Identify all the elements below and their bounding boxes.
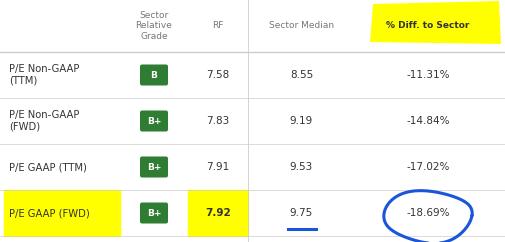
- Text: B+: B+: [147, 116, 161, 126]
- Text: 7.83: 7.83: [207, 116, 230, 126]
- Text: P/E Non-GAAP
(FWD): P/E Non-GAAP (FWD): [9, 110, 79, 132]
- Text: P/E GAAP (TTM): P/E GAAP (TTM): [9, 162, 87, 172]
- Text: P/E GAAP (FWD): P/E GAAP (FWD): [9, 208, 90, 218]
- FancyBboxPatch shape: [140, 203, 168, 224]
- Text: -18.69%: -18.69%: [406, 208, 450, 218]
- Text: 9.19: 9.19: [290, 116, 313, 126]
- Text: Sector Median: Sector Median: [269, 22, 334, 30]
- Text: B: B: [150, 70, 158, 80]
- Polygon shape: [370, 1, 501, 44]
- Text: -14.84%: -14.84%: [406, 116, 450, 126]
- FancyBboxPatch shape: [140, 111, 168, 131]
- Text: 9.75: 9.75: [290, 208, 313, 218]
- Text: B+: B+: [147, 162, 161, 172]
- Text: Sector
Relative
Grade: Sector Relative Grade: [135, 11, 172, 41]
- Text: 7.92: 7.92: [205, 208, 231, 218]
- FancyBboxPatch shape: [140, 157, 168, 177]
- FancyBboxPatch shape: [140, 65, 168, 85]
- Text: RF: RF: [212, 22, 224, 30]
- Bar: [188, 190, 248, 236]
- Text: 8.55: 8.55: [290, 70, 313, 80]
- Text: -11.31%: -11.31%: [406, 70, 450, 80]
- Text: 7.58: 7.58: [207, 70, 230, 80]
- Text: 7.91: 7.91: [207, 162, 230, 172]
- Text: P/E Non-GAAP
(TTM): P/E Non-GAAP (TTM): [9, 64, 79, 86]
- Text: % Diff. to Sector: % Diff. to Sector: [386, 22, 470, 30]
- Text: -17.02%: -17.02%: [407, 162, 449, 172]
- Bar: [4, 190, 120, 236]
- Text: 9.53: 9.53: [290, 162, 313, 172]
- Text: B+: B+: [147, 209, 161, 218]
